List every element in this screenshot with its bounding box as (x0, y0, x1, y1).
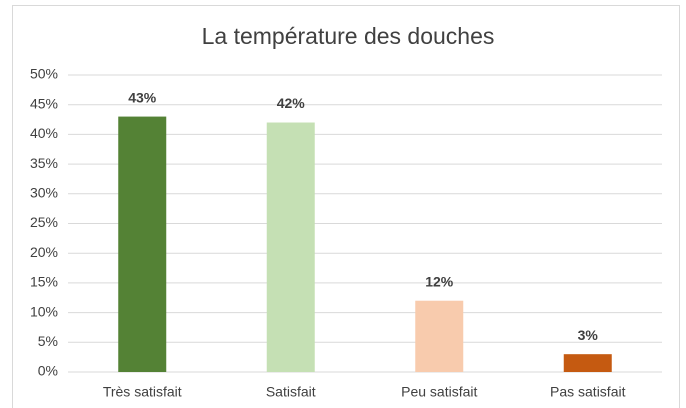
bar (415, 300, 464, 372)
chart-border (12, 5, 680, 408)
y-tick-label: 50% (30, 66, 58, 82)
chart-title: La température des douches (202, 23, 495, 49)
data-label: 3% (578, 327, 599, 343)
bar (563, 354, 612, 372)
y-tick-label: 30% (30, 185, 58, 201)
data-label: 42% (277, 95, 306, 111)
x-tick-label: Pas satisfait (550, 384, 626, 400)
x-tick-label: Satisfait (266, 384, 316, 400)
y-tick-label: 15% (30, 274, 58, 290)
data-label: 12% (425, 273, 454, 289)
y-tick-label: 40% (30, 125, 58, 141)
y-tick-label: 45% (30, 95, 58, 111)
y-tick-label: 25% (30, 214, 58, 230)
y-tick-label: 0% (38, 363, 58, 379)
bar (118, 116, 167, 372)
x-tick-label: Très satisfait (103, 384, 182, 400)
y-tick-label: 10% (30, 303, 58, 319)
data-label: 43% (128, 89, 157, 105)
x-tick-label: Peu satisfait (401, 384, 477, 400)
bar (266, 122, 315, 373)
y-tick-label: 5% (38, 333, 58, 349)
y-tick-label: 35% (30, 155, 58, 171)
y-tick-label: 20% (30, 244, 58, 260)
